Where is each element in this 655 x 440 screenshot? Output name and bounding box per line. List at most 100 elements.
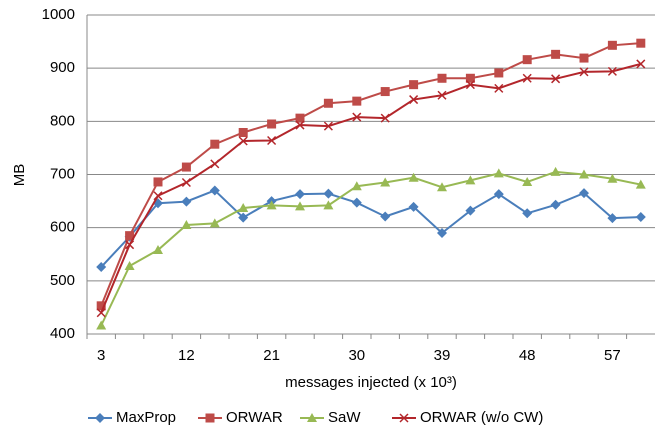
marker [125,240,135,250]
marker [323,188,334,199]
x-tick-label: 48 [519,347,536,364]
marker [96,308,106,318]
marker [635,212,646,223]
marker [124,260,135,270]
x-axis-label: messages injected (x 10³) [285,374,457,391]
marker [352,112,362,122]
x-tick-label: 57 [604,347,621,364]
marker [380,177,391,187]
marker [209,218,220,228]
marker [323,200,334,210]
y-tick-label: 800 [50,112,75,129]
y-tick-label: 1000 [42,6,75,23]
legend-label: ORWAR [226,409,283,426]
marker [409,80,419,90]
marker [551,49,561,59]
marker [210,139,220,149]
marker [522,73,532,83]
line [100,62,642,314]
series [96,38,646,311]
marker [551,74,561,84]
marker [636,38,646,48]
marker [307,413,317,422]
marker [607,173,618,183]
line [100,189,641,268]
marker [181,177,191,188]
marker [181,196,192,207]
marker [238,127,248,137]
marker [494,68,504,78]
marker [550,166,561,176]
marker [181,162,191,172]
marker [465,175,476,185]
marker [125,231,135,241]
marker [437,90,447,100]
x-tick-label: 12 [178,347,195,364]
marker [181,220,192,230]
marker [238,202,249,212]
marker [607,40,617,50]
series [96,166,646,330]
marker [408,172,419,182]
marker [579,188,589,199]
marker [579,53,589,63]
marker [153,191,163,201]
marker [399,413,409,423]
marker [380,87,390,97]
marker [579,67,589,77]
marker [522,208,533,219]
series [96,59,646,318]
marker [205,413,215,423]
line [100,170,642,326]
marker [607,213,618,224]
marker [494,83,504,93]
marker [351,181,362,191]
marker [96,301,106,311]
legend-label: ORWAR (w/o CW) [420,409,543,426]
y-tick-label: 400 [50,325,75,342]
marker [153,244,163,254]
marker [295,189,305,200]
marker [465,80,475,90]
y-tick-label: 900 [50,59,75,76]
marker [607,66,617,76]
marker [153,177,163,187]
marker [408,201,419,212]
marker [209,185,220,196]
x-tick-label: 21 [263,347,280,364]
marker [96,320,107,330]
y-tick-label: 700 [50,165,75,182]
x-tick-label: 30 [348,347,365,364]
marker [210,159,220,169]
marker [409,95,419,105]
marker [352,96,362,106]
marker [295,201,305,211]
line [100,42,641,307]
marker [323,98,333,108]
marker [522,176,533,186]
marker [267,135,277,146]
legend-label: MaxProp [116,409,176,426]
marker [323,121,333,131]
marker [238,212,249,223]
marker [95,413,105,423]
marker [437,182,447,192]
marker [238,136,248,146]
marker [96,262,107,273]
marker [493,168,504,178]
marker [295,120,305,130]
marker [267,119,277,129]
marker [493,189,504,200]
marker [465,205,476,216]
marker [636,59,646,69]
y-tick-label: 600 [50,219,75,236]
marker [295,113,305,123]
y-axis-label: MB [11,164,28,187]
marker [437,73,447,83]
series [96,185,646,273]
marker [465,73,475,83]
marker [266,200,277,210]
x-tick-label: 3 [97,347,105,364]
marker [635,179,646,189]
